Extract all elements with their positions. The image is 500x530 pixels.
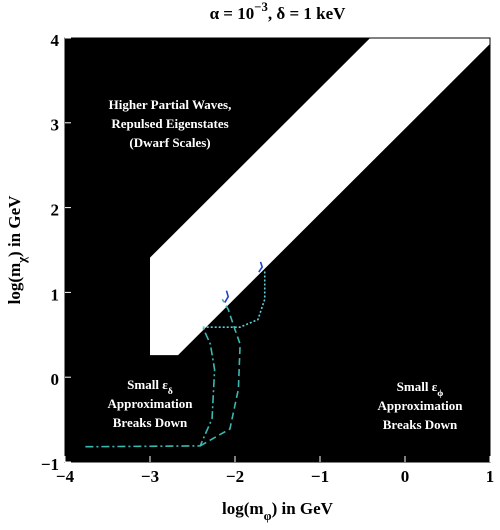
- annotation-main: Breaks Down: [383, 417, 458, 432]
- annotation: Approximation: [378, 398, 464, 413]
- x-axis-label-sub: φ: [264, 509, 272, 523]
- annotation: Breaks Down: [383, 417, 458, 432]
- annotation: Approximation: [108, 396, 194, 411]
- y-tick-label: 0: [51, 370, 60, 389]
- annotation-main: Small ε: [397, 379, 438, 394]
- annotation: Small εδ: [127, 377, 173, 397]
- chart-title: α = 10−3, δ = 1 keV: [210, 0, 347, 23]
- x-tick-label: 0: [401, 467, 410, 486]
- x-tick-label: −2: [226, 467, 244, 486]
- annotation-sub: δ: [168, 386, 173, 397]
- curve: [199, 298, 241, 447]
- chart-title-main: α = 10: [210, 4, 255, 23]
- annotation-main: Approximation: [108, 396, 194, 411]
- y-axis-label-sub: χ: [15, 257, 29, 264]
- annotation: Small εϕ: [397, 379, 444, 399]
- x-axis-label-tail: ) in GeV: [272, 499, 334, 518]
- annotation-main: Higher Partial Waves,: [109, 97, 232, 112]
- y-tick-label: −1: [41, 455, 59, 474]
- annotation-main: (Dwarf Scales): [129, 135, 210, 150]
- x-tick-label: −4: [56, 467, 75, 486]
- annotation: Breaks Down: [113, 415, 188, 430]
- annotation-main: Repulsed Eigenstates: [111, 116, 228, 131]
- plot-frame: [64, 37, 491, 463]
- y-tick-label: 4: [51, 31, 60, 50]
- y-axis-label: log(mχ) in GeV: [5, 195, 29, 305]
- x-axis-label-main: log(m: [222, 499, 264, 518]
- x-axis-label: log(mφ) in GeV: [222, 499, 334, 523]
- region: [150, 38, 490, 356]
- y-tick-label: 3: [51, 116, 60, 135]
- curve: [202, 269, 266, 328]
- curve: [258, 261, 264, 273]
- y-tick-label: 1: [51, 285, 60, 304]
- annotation-main: Small ε: [127, 377, 168, 392]
- annotation-main: Approximation: [378, 398, 464, 413]
- curve: [224, 290, 230, 303]
- annotation: Repulsed Eigenstates: [111, 116, 228, 131]
- y-axis-label-main: log(m: [5, 263, 24, 305]
- x-tick-label: −3: [141, 467, 159, 486]
- annotation: (Dwarf Scales): [129, 135, 210, 150]
- chart-title-sup: −3: [254, 0, 268, 14]
- annotation-sub: ϕ: [437, 388, 443, 399]
- annotation: Higher Partial Waves,: [109, 97, 232, 112]
- x-tick-label: 1: [486, 467, 495, 486]
- annotation-main: Breaks Down: [113, 415, 188, 430]
- chart-title-tail: , δ = 1 keV: [268, 4, 346, 23]
- y-tick-label: 2: [51, 201, 60, 220]
- y-axis-label-tail: ) in GeV: [5, 195, 24, 257]
- x-tick-label: −1: [311, 467, 329, 486]
